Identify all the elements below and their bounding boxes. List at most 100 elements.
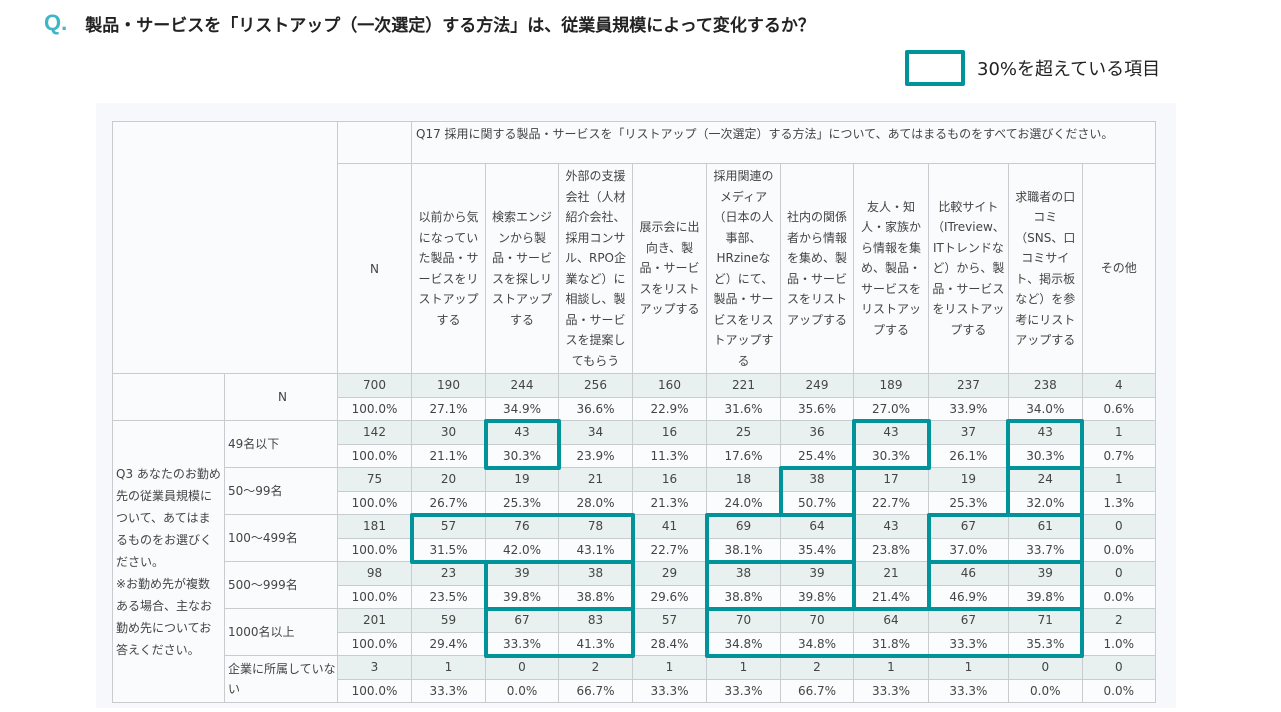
count-cell: 29 bbox=[632, 561, 707, 586]
percent-cell: 21.4% bbox=[853, 584, 929, 609]
count-cell: 83 bbox=[558, 608, 633, 633]
count-cell: 34 bbox=[558, 420, 633, 445]
percent-row: 100.0% 27.1% 34.9% 36.6% 22.9% 31.6% 35.6% 27.0… bbox=[113, 396, 1156, 421]
row-label: 企業に所属していない bbox=[224, 655, 338, 703]
percent-cell: 25.4% bbox=[780, 443, 854, 468]
count-cell: 43 bbox=[1007, 420, 1083, 445]
percent-row: 100.0% 31.5% 42.0% 43.1% 22.7% 38.1% 35.4% 23.8… bbox=[113, 537, 1156, 562]
count-cell: 23 bbox=[411, 561, 486, 586]
row-label-total: N bbox=[224, 373, 338, 421]
row-label: 50〜99名 bbox=[224, 467, 338, 515]
count-cell: 181 bbox=[337, 514, 412, 539]
percent-row: 100.0% 26.7% 25.3% 28.0% 21.3% 24.0% 50.7% 22.7… bbox=[113, 490, 1156, 515]
count-row: N 700 190 244 256 160 221 249 189 237 238 4 bbox=[112, 373, 1156, 421]
legend-label: 30%を超えている項目 bbox=[977, 59, 1161, 80]
count-row: Q3 あなたのお勤め先の従業員規模について、あてはまるものをお選びください。 ※… bbox=[112, 420, 1156, 703]
count-cell: 67 bbox=[928, 514, 1009, 539]
percent-cell: 0.0% bbox=[1007, 678, 1083, 703]
count-cell: 39 bbox=[1007, 561, 1083, 586]
count-cell: 70 bbox=[706, 608, 781, 633]
count-cell: 19 bbox=[928, 467, 1009, 492]
count-cell: 46 bbox=[928, 561, 1009, 586]
percent-row: 100.0% 33.3% 0.0% 66.7% 33.3% 33.3% 66.7% 33.3%… bbox=[113, 678, 1156, 703]
column-header: 以前から気になっていた製品・サービスをリストアップする bbox=[411, 163, 486, 374]
percent-cell: 25.3% bbox=[485, 490, 559, 515]
count-cell: 38 bbox=[558, 561, 633, 586]
count-row: 1000名以上 201 59 67 83 57 70 70 64 67 71 2 bbox=[113, 608, 1156, 656]
count-cell: 19 bbox=[485, 467, 559, 492]
percent-cell: 50.7% bbox=[780, 490, 854, 515]
percent-cell: 22.7% bbox=[632, 537, 707, 562]
percent-cell: 41.3% bbox=[558, 631, 633, 656]
count-cell: 3 bbox=[337, 655, 412, 680]
count-cell: 1 bbox=[411, 655, 486, 680]
count-cell: 36 bbox=[780, 420, 854, 445]
count-cell: 4 bbox=[1081, 373, 1156, 398]
count-cell: 142 bbox=[337, 420, 412, 445]
percent-cell: 33.3% bbox=[632, 678, 707, 703]
legend-swatch bbox=[905, 50, 965, 86]
percent-row: 100.0% 29.4% 33.3% 41.3% 28.4% 34.8% 34.8% 31.8… bbox=[113, 631, 1156, 656]
percent-cell: 26.7% bbox=[411, 490, 486, 515]
count-cell: 160 bbox=[632, 373, 707, 398]
count-cell: 30 bbox=[411, 420, 486, 445]
percent-cell: 22.7% bbox=[853, 490, 929, 515]
blank-header-cell bbox=[337, 121, 412, 164]
count-cell: 20 bbox=[411, 467, 486, 492]
percent-cell: 0.0% bbox=[1081, 537, 1156, 562]
count-row: 500〜999名 98 23 39 38 29 38 39 21 46 39 0 bbox=[113, 561, 1156, 609]
count-cell: 2 bbox=[1081, 608, 1156, 633]
count-row: 企業に所属していない 3 1 0 2 1 1 2 1 1 0 0 bbox=[113, 655, 1156, 703]
count-row: 100〜499名 181 57 76 78 41 69 64 43 67 61 0 bbox=[113, 514, 1156, 562]
count-cell: 17 bbox=[853, 467, 929, 492]
count-cell: 256 bbox=[558, 373, 633, 398]
count-cell: 0 bbox=[485, 655, 559, 680]
percent-cell: 100.0% bbox=[337, 443, 412, 468]
count-cell: 2 bbox=[558, 655, 633, 680]
percent-cell: 46.9% bbox=[928, 584, 1009, 609]
percent-cell: 33.3% bbox=[485, 631, 559, 656]
count-cell: 67 bbox=[928, 608, 1009, 633]
count-cell: 249 bbox=[780, 373, 854, 398]
row-group-label: Q3 あなたのお勤め先の従業員規模について、あてはまるものをお選びください。 ※… bbox=[112, 420, 225, 703]
percent-cell: 39.8% bbox=[485, 584, 559, 609]
percent-cell: 38.1% bbox=[706, 537, 781, 562]
crosstab-wrapper: Q17 採用に関する製品・サービスを「リストアップ（一次選定）する方法」について… bbox=[112, 121, 1156, 703]
percent-cell: 100.0% bbox=[337, 631, 412, 656]
percent-cell: 33.3% bbox=[706, 678, 781, 703]
percent-row: 100.0% 21.1% 30.3% 23.9% 11.3% 17.6% 25.4% 30.3… bbox=[113, 443, 1156, 468]
count-cell: 21 bbox=[558, 467, 633, 492]
count-cell: 76 bbox=[485, 514, 559, 539]
percent-cell: 43.1% bbox=[558, 537, 633, 562]
count-cell: 71 bbox=[1007, 608, 1083, 633]
count-cell: 64 bbox=[780, 514, 854, 539]
percent-cell: 23.5% bbox=[411, 584, 486, 609]
percent-cell: 17.6% bbox=[706, 443, 781, 468]
percent-cell: 27.0% bbox=[853, 396, 929, 421]
count-cell: 38 bbox=[780, 467, 854, 492]
count-cell: 21 bbox=[853, 561, 929, 586]
percent-cell: 28.0% bbox=[558, 490, 633, 515]
percent-cell: 0.7% bbox=[1081, 443, 1156, 468]
count-cell: 0 bbox=[1081, 561, 1156, 586]
count-cell: 244 bbox=[485, 373, 559, 398]
count-cell: 43 bbox=[485, 420, 559, 445]
count-cell: 700 bbox=[337, 373, 412, 398]
percent-cell: 32.0% bbox=[1007, 490, 1083, 515]
percent-cell: 0.6% bbox=[1081, 396, 1156, 421]
count-cell: 0 bbox=[1081, 514, 1156, 539]
percent-cell: 1.0% bbox=[1081, 631, 1156, 656]
count-cell: 43 bbox=[853, 514, 929, 539]
percent-cell: 21.3% bbox=[632, 490, 707, 515]
percent-cell: 30.3% bbox=[485, 443, 559, 468]
count-cell: 18 bbox=[706, 467, 781, 492]
count-cell: 16 bbox=[632, 467, 707, 492]
row-label: 49名以下 bbox=[224, 420, 338, 468]
count-cell: 0 bbox=[1007, 655, 1083, 680]
percent-cell: 35.6% bbox=[780, 396, 854, 421]
crosstab-table: Q17 採用に関する製品・サービスを「リストアップ（一次選定）する方法」について… bbox=[112, 121, 1156, 703]
percent-cell: 66.7% bbox=[780, 678, 854, 703]
percent-cell: 31.6% bbox=[706, 396, 781, 421]
count-cell: 39 bbox=[780, 561, 854, 586]
percent-cell: 21.1% bbox=[411, 443, 486, 468]
